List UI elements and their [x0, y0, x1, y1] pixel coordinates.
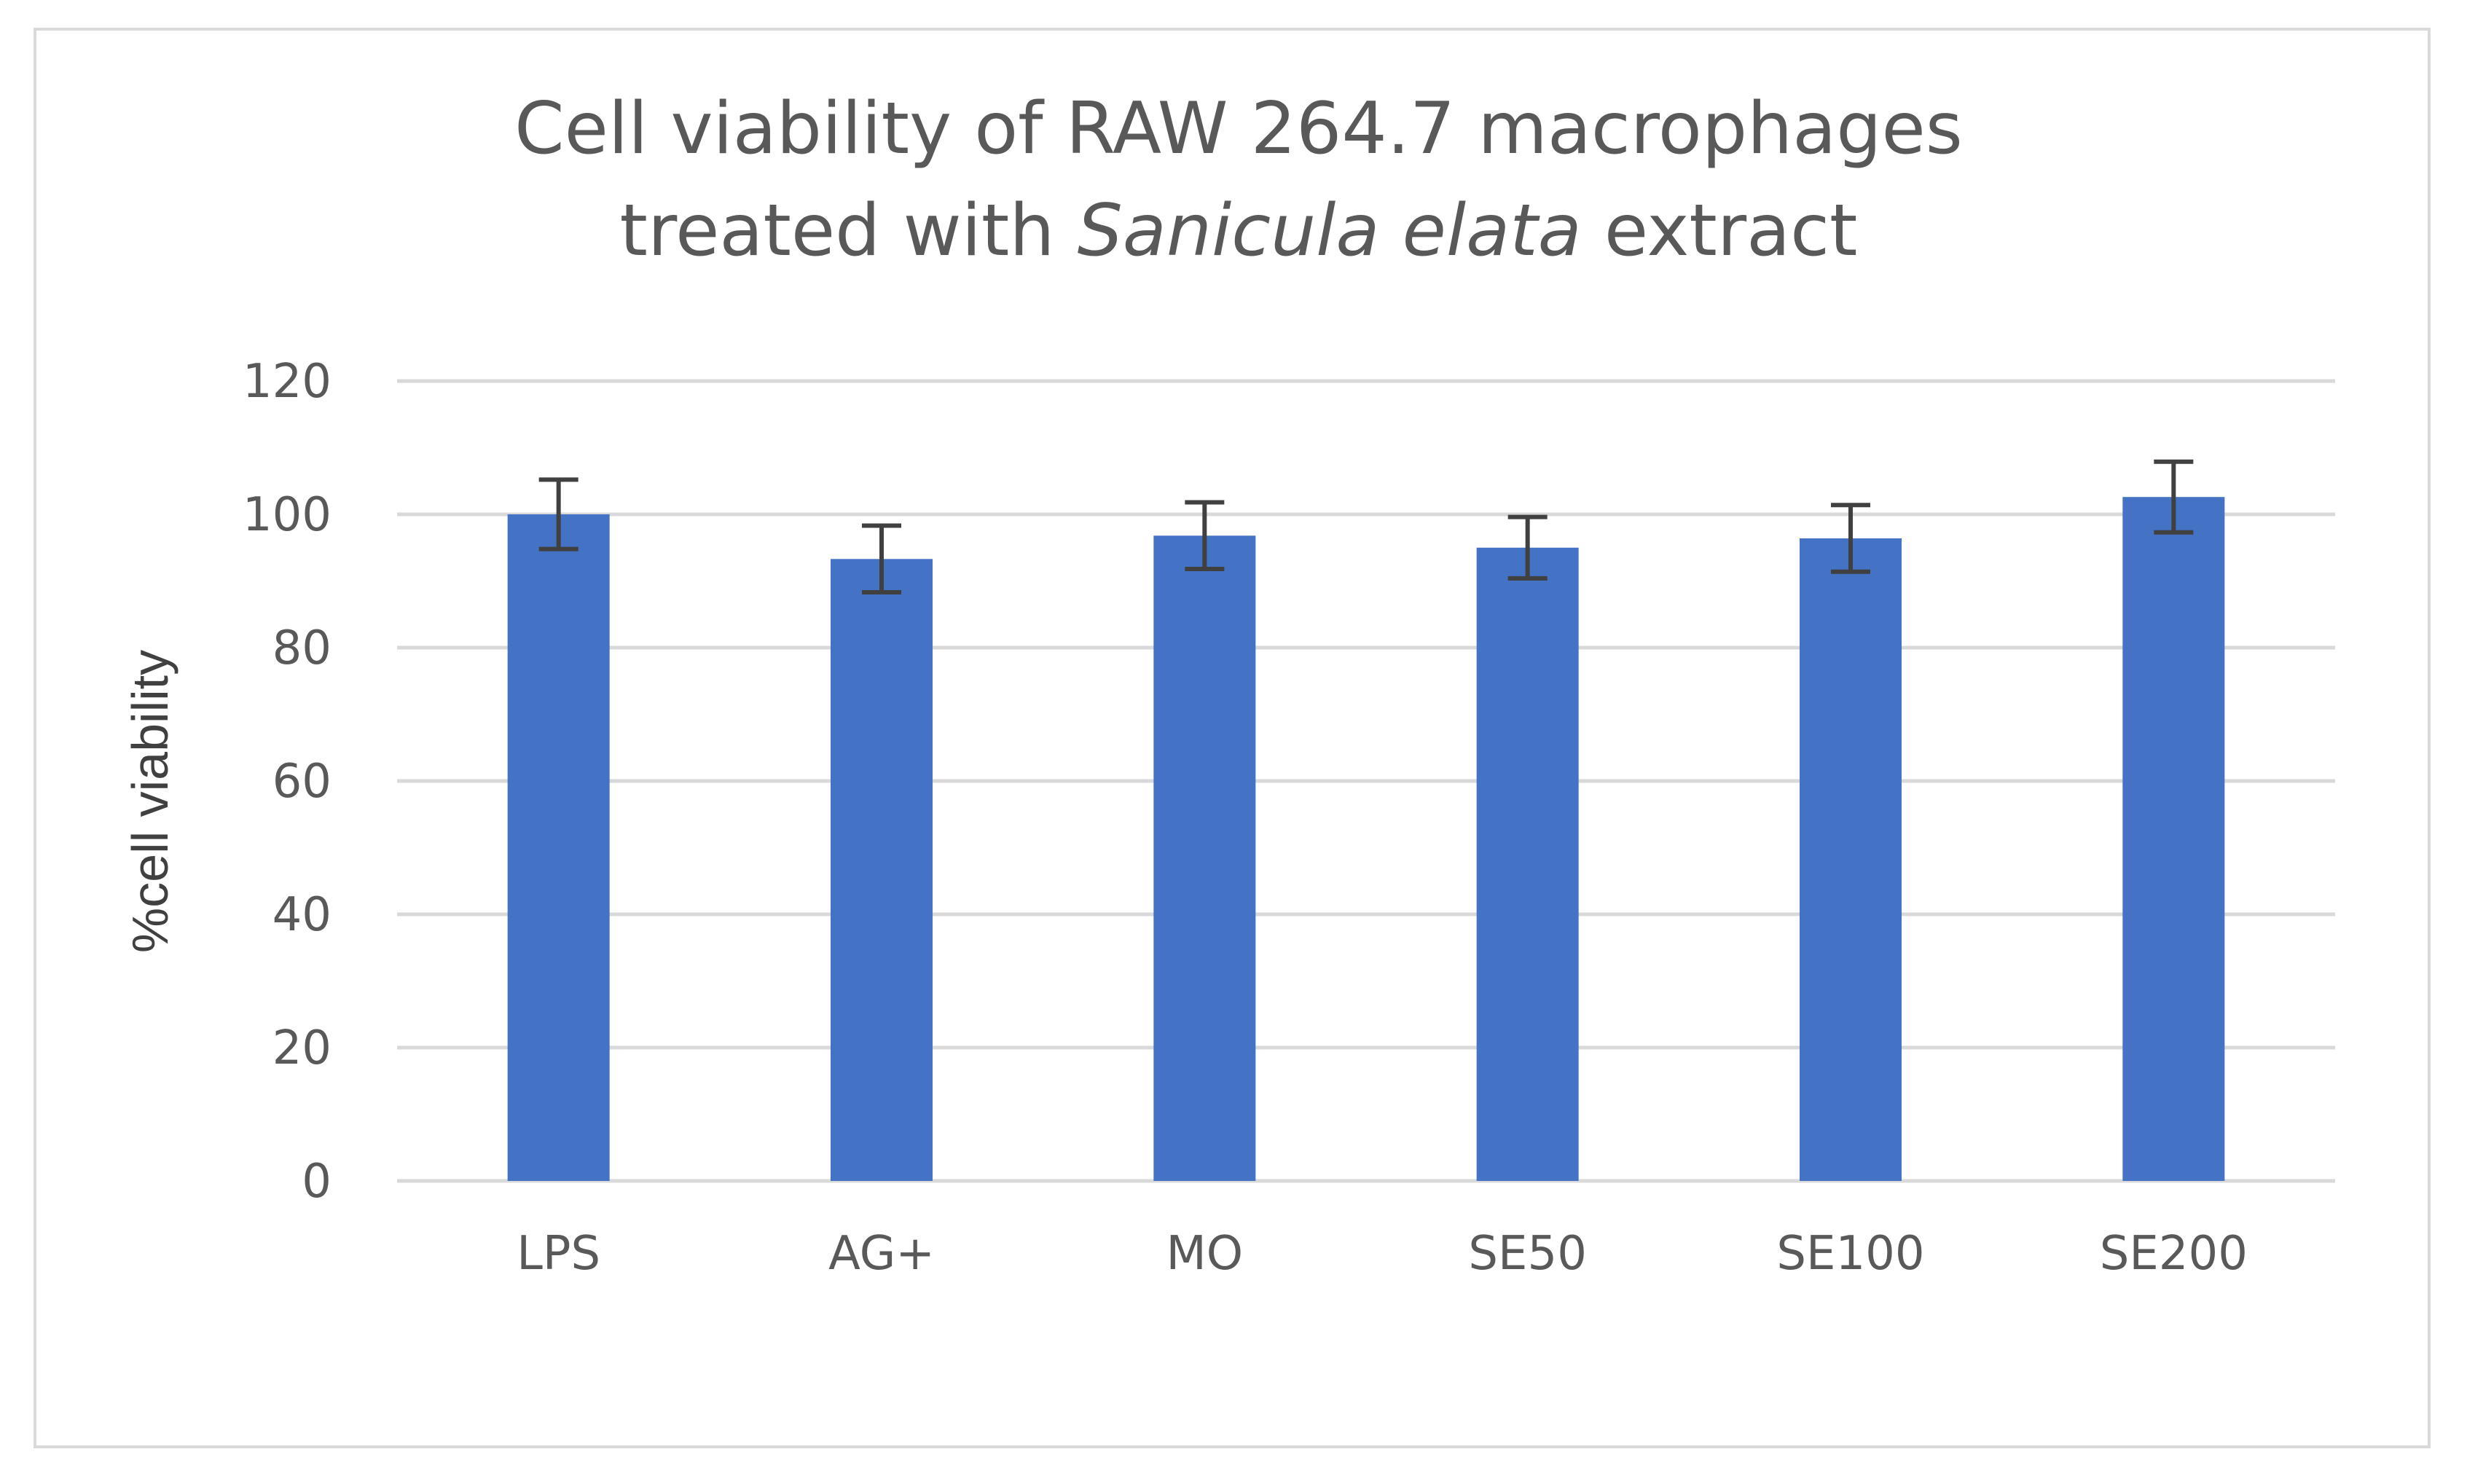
gridlines [397, 379, 2335, 1183]
y-tick-label: 0 [302, 1155, 332, 1209]
x-tick-label: AG+ [828, 1227, 935, 1281]
bar [831, 559, 933, 1181]
y-tick-label: 100 [243, 488, 332, 542]
x-tick-label: SE100 [1776, 1227, 1924, 1281]
chart-title-line-2-end: extract [1582, 189, 1858, 272]
y-tick-label: 60 [272, 755, 332, 809]
y-tick-label: 40 [272, 888, 332, 942]
chart-title-line-2-start: treated with [620, 189, 1078, 272]
bar [1153, 535, 1256, 1181]
error-bars [538, 459, 2194, 595]
error-bar [538, 477, 578, 551]
error-bar [1831, 503, 1870, 574]
x-tick-label: SE200 [2100, 1227, 2248, 1281]
bars [507, 497, 2225, 1181]
x-tick-label: SE50 [1468, 1227, 1587, 1281]
error-bar [1507, 514, 1548, 581]
chart-title-species: Sanicula elata [1078, 189, 1582, 272]
x-tick-labels: LPS AG+ MO SE50 SE100 SE200 [517, 1227, 2248, 1281]
error-bar [2154, 459, 2194, 535]
bar [2122, 497, 2225, 1181]
error-bar [1185, 500, 1225, 572]
chart-title-line-1: Cell viability of RAW 264.7 macrophages [514, 87, 1963, 170]
bar [1476, 547, 1579, 1181]
y-tick-labels: 0 20 40 60 80 100 120 [243, 355, 332, 1209]
y-axis-label: %cell viability [122, 650, 179, 953]
y-tick-label: 120 [243, 355, 332, 409]
bar [507, 514, 610, 1181]
error-bar [862, 523, 901, 595]
y-tick-label: 20 [272, 1021, 332, 1075]
x-tick-label: MO [1166, 1227, 1244, 1281]
y-tick-label: 80 [272, 621, 332, 675]
x-tick-label: LPS [517, 1227, 600, 1281]
bar [1800, 538, 1902, 1181]
chart-title-line-2: treated with Sanicula elata extract [620, 189, 1858, 272]
